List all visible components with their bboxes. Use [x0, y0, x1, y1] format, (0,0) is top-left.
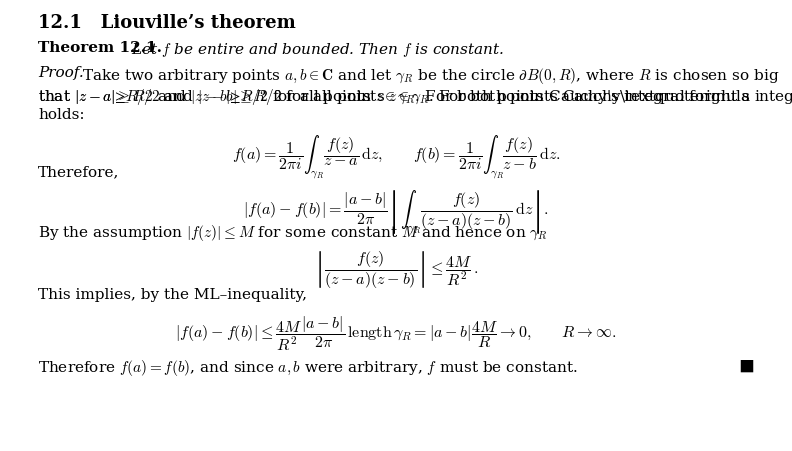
Text: Therefore,: Therefore,: [38, 165, 120, 179]
Text: holds:: holds:: [38, 107, 85, 121]
Text: By the assumption $|f(z)| \leq M$ for some constant $M$ and hence on $\gamma_R$: By the assumption $|f(z)| \leq M$ for so…: [38, 222, 548, 242]
Text: Take two arbitrary points $a, b \in \mathbf{C}$ and let $\gamma_R$ be the circle: Take two arbitrary points $a, b \in \mat…: [82, 65, 779, 85]
Text: $|f(a) - f(b)| \leq \dfrac{4M}{R^2}\dfrac{|a - b|}{2\pi}\,\mathrm{length}\,\gamm: $|f(a) - f(b)| \leq \dfrac{4M}{R^2}\dfra…: [175, 314, 617, 353]
Text: Let $f$ be entire and bounded. Then $f$ is constant.: Let $f$ be entire and bounded. Then $f$ …: [131, 41, 505, 59]
Text: 12.1   Liouville’s theorem: 12.1 Liouville’s theorem: [38, 14, 295, 32]
Text: Theorem 12.1.: Theorem 12.1.: [38, 41, 162, 55]
Text: Therefore $f(a) = f(b)$, and since $a, b$ were arbitrary, $f$ must be constant.: Therefore $f(a) = f(b)$, and since $a, b…: [38, 357, 577, 377]
Text: $\left|\dfrac{f(z)}{(z-a)(z-b)}\right| \leq \dfrac{4M}{R^2}\,.$: $\left|\dfrac{f(z)}{(z-a)(z-b)}\right| \…: [314, 248, 478, 289]
Text: that $|z - a| \geq R/2$ and $|z - b| \geq R/2$ for all points $z \in \gamma_R$. : that $|z - a| \geq R/2$ and $|z - b| \ge…: [38, 87, 792, 106]
Text: Proof.: Proof.: [38, 65, 84, 79]
Text: that $|z - a| ≥ R/2$ and $|z - b| ≥ R/2$ for all points $z \in \gamma_R$. For bo: that $|z - a| ≥ R/2$ and $|z - b| ≥ R/2$…: [38, 87, 751, 106]
Text: $f(a) = \dfrac{1}{2\pi i}\int_{\gamma_R} \dfrac{f(z)}{z - a}\,\mathrm{d}z,\qquad: $f(a) = \dfrac{1}{2\pi i}\int_{\gamma_R}…: [231, 133, 561, 180]
Text: This implies, by the ML–inequality,: This implies, by the ML–inequality,: [38, 287, 307, 301]
Text: $|f(a) - f(b)| = \dfrac{|a - b|}{2\pi}\left|\int_{\gamma_R} \dfrac{f(z)}{(z-a)(z: $|f(a) - f(b)| = \dfrac{|a - b|}{2\pi}\l…: [243, 189, 549, 237]
Text: $\blacksquare$: $\blacksquare$: [739, 357, 754, 373]
